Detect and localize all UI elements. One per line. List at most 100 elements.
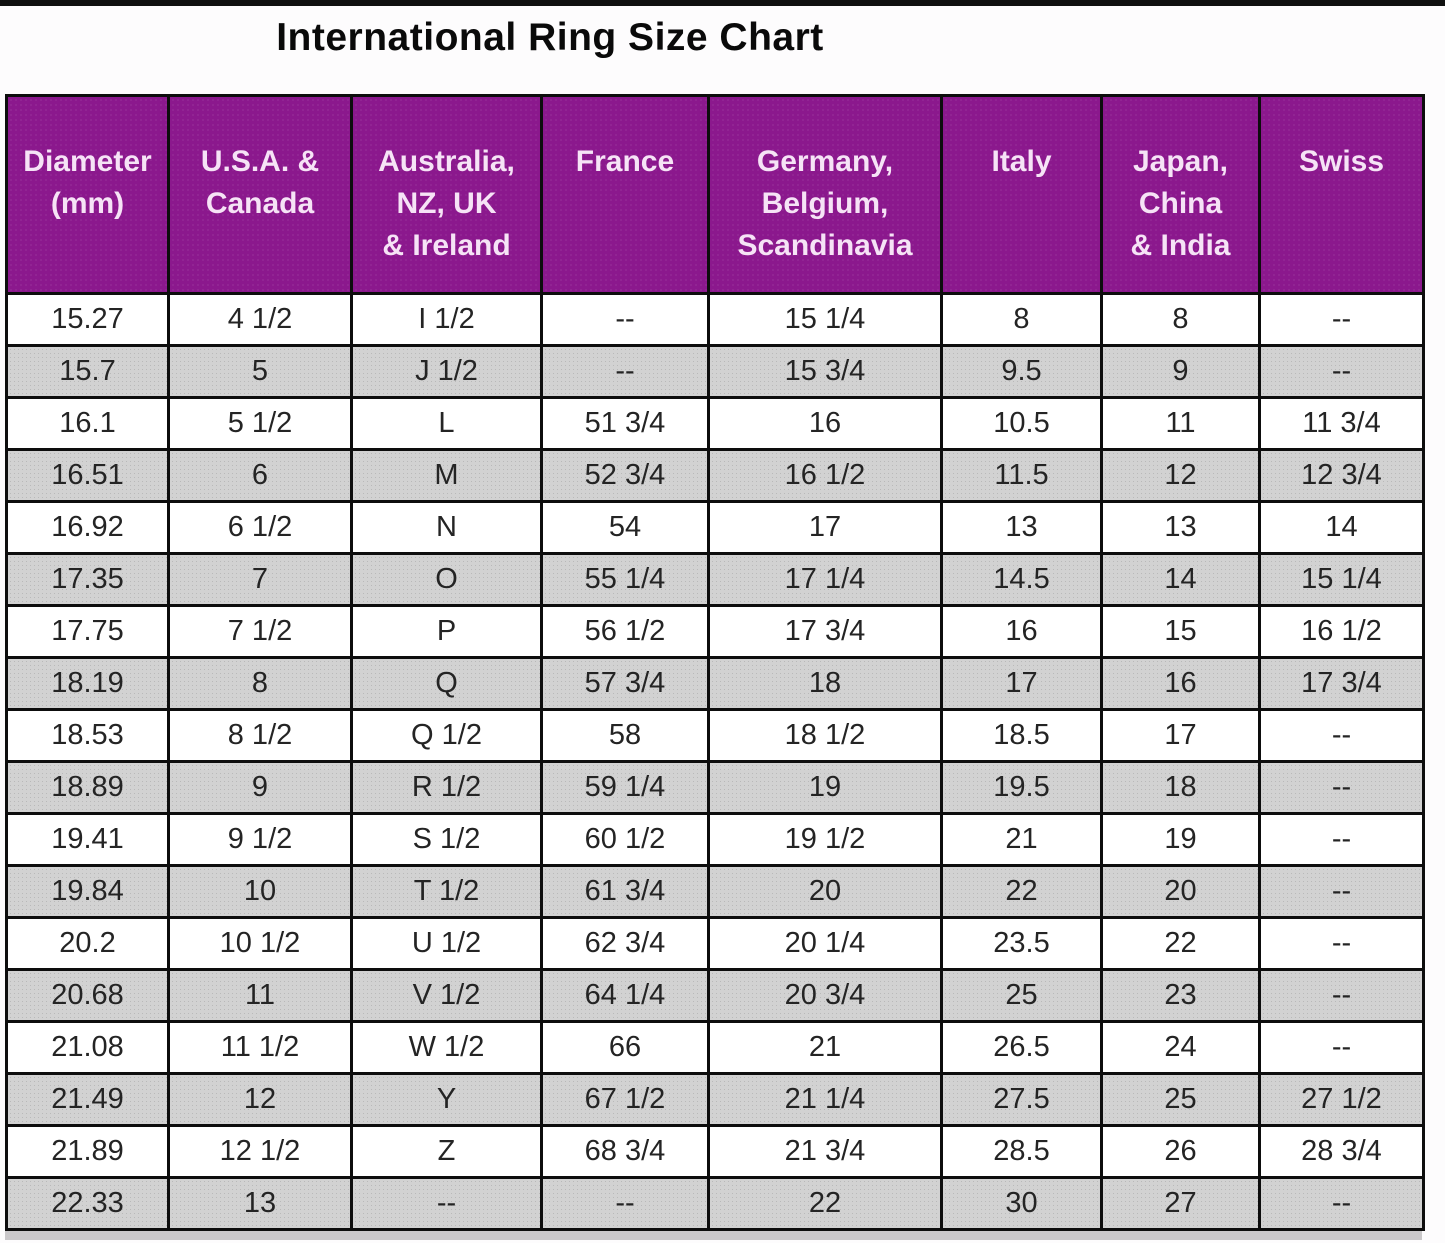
- table-cell: V 1/2: [350, 968, 543, 1023]
- table-cell: 12 1/2: [167, 1124, 353, 1179]
- table-cell: 21 3/4: [707, 1124, 943, 1179]
- table-cell: 21: [707, 1020, 943, 1075]
- column-header-line: Swiss: [1298, 145, 1385, 178]
- table-cell: S 1/2: [350, 812, 543, 867]
- table-cell: --: [1258, 864, 1425, 919]
- column-header-line: Diameter: [23, 145, 152, 178]
- table-cell: --: [1258, 1020, 1425, 1075]
- table-cell: 56 1/2: [540, 604, 710, 659]
- table-row: 16.51 6 M 52 3/4 16 1/2 11.5 12 12 3/4: [5, 448, 1425, 503]
- table-cell: 11 1/2: [167, 1020, 353, 1075]
- table-row: 18.53 8 1/2 Q 1/2 58 18 1/2 18.5 17 --: [5, 708, 1425, 763]
- table-cell: 68 3/4: [540, 1124, 710, 1179]
- table-row: 15.27 4 1/2 I 1/2 -- 15 1/4 8 8 --: [5, 292, 1425, 347]
- table-cell: 66: [540, 1020, 710, 1075]
- table-cell: 20: [1100, 864, 1261, 919]
- column-header-line: Australia,: [378, 145, 515, 178]
- table-cell: --: [540, 292, 710, 347]
- table-cell: 21.08: [5, 1020, 170, 1075]
- column-header-line: NZ, UK: [396, 187, 497, 220]
- table-cell: 21.49: [5, 1072, 170, 1127]
- table-cell: 21 1/4: [707, 1072, 943, 1127]
- table-row: 22.33 13 -- -- 22 30 27 --: [5, 1176, 1425, 1231]
- table-cell: 20 3/4: [707, 968, 943, 1023]
- table-cell: 22: [1100, 916, 1261, 971]
- table-row: 16.92 6 1/2 N 54 17 13 13 14: [5, 500, 1425, 555]
- column-header-line: & India: [1130, 229, 1231, 262]
- table-cell: 7: [167, 552, 353, 607]
- table-cell: 12 3/4: [1258, 448, 1425, 503]
- table-cell: 14: [1258, 500, 1425, 555]
- table-cell: 16.51: [5, 448, 170, 503]
- column-header-italy: Italy: [940, 94, 1103, 295]
- table-cell: Y: [350, 1072, 543, 1127]
- table-cell: 8: [1100, 292, 1261, 347]
- table-cell: 61 3/4: [540, 864, 710, 919]
- table-cell: 13: [1100, 500, 1261, 555]
- table-cell: --: [1258, 760, 1425, 815]
- table-cell: --: [1258, 968, 1425, 1023]
- table-cell: --: [1258, 916, 1425, 971]
- column-header-line: China: [1138, 187, 1223, 220]
- table-cell: 9: [167, 760, 353, 815]
- table-cell: 23.5: [940, 916, 1103, 971]
- table-cell: 21.89: [5, 1124, 170, 1179]
- table-cell: 19.5: [940, 760, 1103, 815]
- table-cell: 20: [707, 864, 943, 919]
- table-cell: T 1/2: [350, 864, 543, 919]
- table-cell: 9.5: [940, 344, 1103, 399]
- table-cell: 15 3/4: [707, 344, 943, 399]
- table-cell: 15: [1100, 604, 1261, 659]
- table-cell: J 1/2: [350, 344, 543, 399]
- table-cell: 16.1: [5, 396, 170, 451]
- table-cell: 28 3/4: [1258, 1124, 1425, 1179]
- table-row: 17.35 7 O 55 1/4 17 1/4 14.5 14 15 1/4: [5, 552, 1425, 607]
- column-header-line: Italy: [991, 145, 1052, 178]
- column-header-japan-china-india: Japan, China & India: [1100, 94, 1261, 295]
- table-cell: 8: [940, 292, 1103, 347]
- table-cell: 17.35: [5, 552, 170, 607]
- table-cell: 9 1/2: [167, 812, 353, 867]
- table-cell: N: [350, 500, 543, 555]
- table-cell: 23: [1100, 968, 1261, 1023]
- table-cell: 55 1/4: [540, 552, 710, 607]
- table-row: 16.1 5 1/2 L 51 3/4 16 10.5 11 11 3/4: [5, 396, 1425, 451]
- table-cell: O: [350, 552, 543, 607]
- table-cell: 13: [167, 1176, 353, 1231]
- table-cell: 18.89: [5, 760, 170, 815]
- table-cell: 57 3/4: [540, 656, 710, 711]
- table-cell: 25: [940, 968, 1103, 1023]
- table-row: 21.49 12 Y 67 1/2 21 1/4 27.5 25 27 1/2: [5, 1072, 1425, 1127]
- table-cell: 10: [167, 864, 353, 919]
- table-row: 18.19 8 Q 57 3/4 18 17 16 17 3/4: [5, 656, 1425, 711]
- table-cell: 14: [1100, 552, 1261, 607]
- table-cell: 10.5: [940, 396, 1103, 451]
- table-row: 20.68 11 V 1/2 64 1/4 20 3/4 25 23 --: [5, 968, 1425, 1023]
- table-cell: 17: [707, 500, 943, 555]
- table-cell: 27: [1100, 1176, 1261, 1231]
- table-cell: 30: [940, 1176, 1103, 1231]
- table-cell: R 1/2: [350, 760, 543, 815]
- table-cell: 52 3/4: [540, 448, 710, 503]
- table-cell: Z: [350, 1124, 543, 1179]
- column-header-diameter-mm: Diameter (mm): [5, 94, 170, 295]
- table-cell: 20 1/4: [707, 916, 943, 971]
- table-row: 20.2 10 1/2 U 1/2 62 3/4 20 1/4 23.5 22 --: [5, 916, 1425, 971]
- table-cell: 17 3/4: [707, 604, 943, 659]
- table-cell: 5: [167, 344, 353, 399]
- table-cell: 27.5: [940, 1072, 1103, 1127]
- table-cell: 64 1/4: [540, 968, 710, 1023]
- table-cell: 4 1/2: [167, 292, 353, 347]
- table-cell: 17.75: [5, 604, 170, 659]
- table-cell: 28.5: [940, 1124, 1103, 1179]
- column-header-line: France: [575, 145, 675, 178]
- table-cell: --: [540, 1176, 710, 1231]
- table-cell: 8: [167, 656, 353, 711]
- column-header-line: (mm): [50, 187, 125, 220]
- table-cell: 11: [1100, 396, 1261, 451]
- table-row: 21.89 12 1/2 Z 68 3/4 21 3/4 28.5 26 28 3/4: [5, 1124, 1425, 1179]
- table-cell: 18.53: [5, 708, 170, 763]
- window-top-border: [0, 0, 1445, 6]
- table-cell: 6: [167, 448, 353, 503]
- table-row: 21.08 11 1/2 W 1/2 66 21 26.5 24 --: [5, 1020, 1425, 1075]
